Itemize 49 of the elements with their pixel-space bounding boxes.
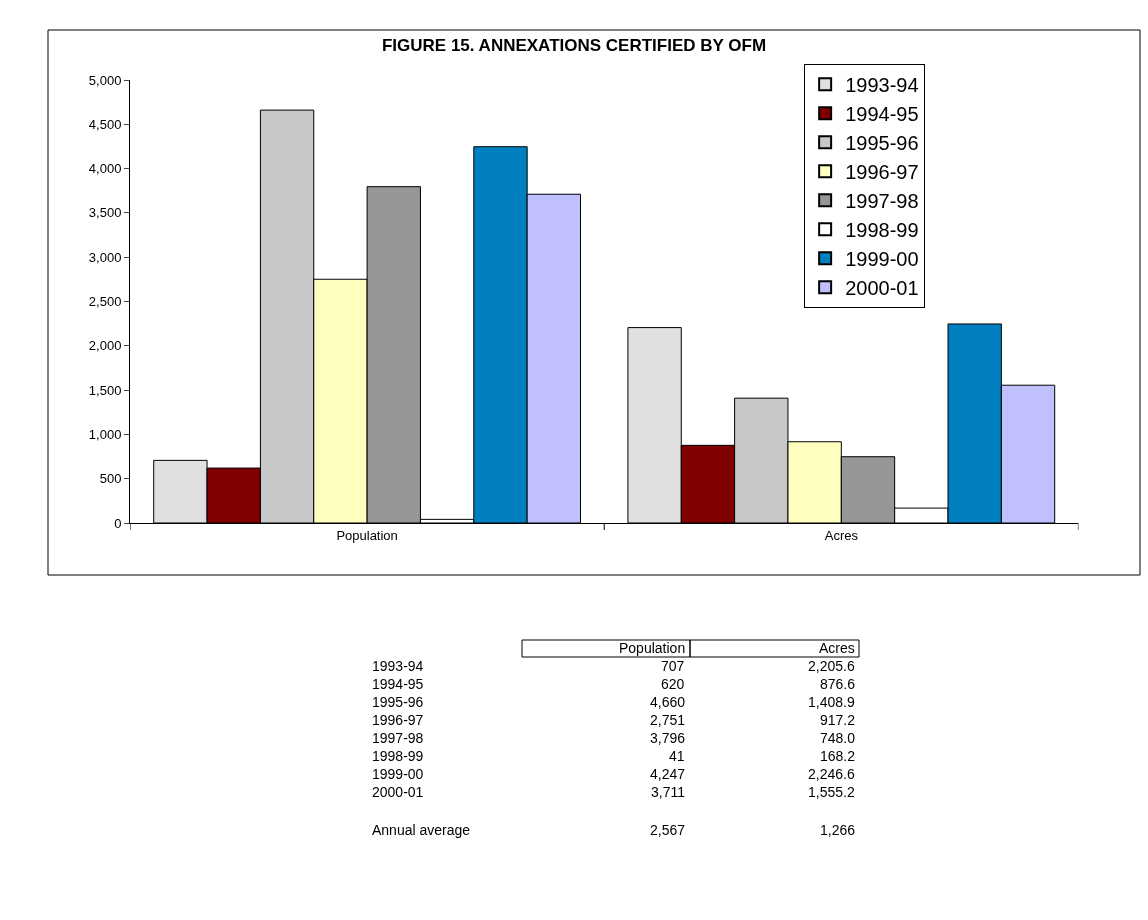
text: 2,567 xyxy=(650,822,686,838)
legend-label: 2000-01 xyxy=(845,277,919,300)
text: 4,247 xyxy=(650,766,686,782)
text: 917.2 xyxy=(820,712,856,728)
text: 2000-01 xyxy=(372,784,424,800)
y-tick-label: 3,500 xyxy=(88,205,122,221)
y-tick-label: 4,500 xyxy=(88,116,122,132)
text: 168.2 xyxy=(820,748,856,764)
chart-title: FIGURE 15. ANNEXATIONS CERTIFIED BY OFM xyxy=(381,35,767,55)
text: 1993-94 xyxy=(372,658,424,674)
text: 620 xyxy=(661,676,685,692)
text: 1997-98 xyxy=(372,730,424,746)
legend-label: 1993-94 xyxy=(845,74,919,97)
text: 1,408.9 xyxy=(808,694,855,710)
y-tick-label: 2,500 xyxy=(88,294,122,310)
text: 1996-97 xyxy=(372,712,424,728)
text: 3,711 xyxy=(651,784,686,800)
legend-label: 1995-96 xyxy=(845,132,919,155)
text: 1999-00 xyxy=(372,766,424,782)
text: 4,660 xyxy=(650,694,686,710)
y-tick-label: 0 xyxy=(114,515,122,531)
legend-label: 1999-00 xyxy=(845,248,919,271)
legend-label: 1997-98 xyxy=(845,190,919,213)
y-tick-label: 4,000 xyxy=(88,161,122,177)
y-tick-label: 3,000 xyxy=(88,249,122,265)
legend-label: 1994-95 xyxy=(845,103,919,126)
text: 41 xyxy=(669,748,685,764)
text: 1,266 xyxy=(820,822,856,838)
text: 3,796 xyxy=(650,730,686,746)
text: Annual average xyxy=(372,822,471,838)
text: 2,751 xyxy=(650,712,686,728)
text: 2,205.6 xyxy=(808,658,855,674)
y-tick-label: 2,000 xyxy=(88,338,122,354)
y-tick-label: 5,000 xyxy=(88,72,122,88)
text: 707 xyxy=(661,658,685,674)
y-tick-label: 500 xyxy=(99,471,122,487)
legend-label: 1996-97 xyxy=(845,161,919,184)
text: 876.6 xyxy=(820,676,856,692)
y-tick-label: 1,000 xyxy=(88,426,122,442)
text: 1998-99 xyxy=(372,748,424,764)
y-tick-label: 1,500 xyxy=(88,382,122,398)
category-label: Acres xyxy=(819,640,855,656)
text: 1,555.2 xyxy=(808,784,855,800)
text: 2,246.6 xyxy=(808,766,855,782)
category-label: Population xyxy=(619,640,686,656)
text: 1995-96 xyxy=(372,694,424,710)
text: 1994-95 xyxy=(372,676,424,692)
legend-label: 1998-99 xyxy=(845,219,919,242)
text: 748.0 xyxy=(820,730,856,746)
